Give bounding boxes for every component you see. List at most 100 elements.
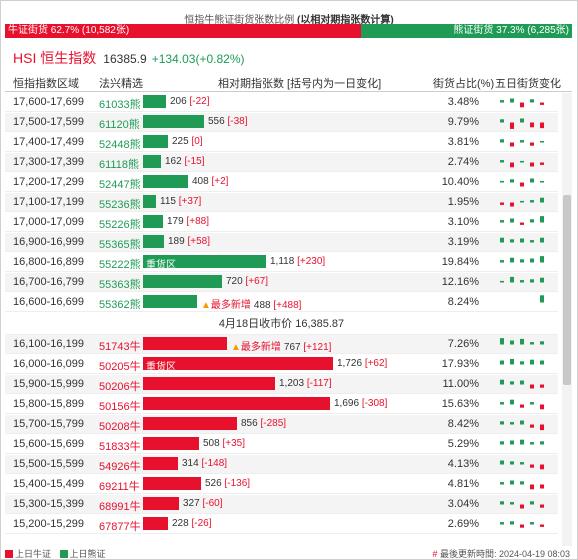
warrant-code-link[interactable]: 55222熊 (99, 259, 141, 271)
sparkline-bar (520, 361, 524, 365)
warrant-code-link[interactable]: 51833牛 (99, 441, 141, 453)
sparkline-bar (510, 142, 514, 147)
warrant-code-link[interactable]: 69211牛 (99, 481, 140, 493)
five-day-trend-sparkline (500, 399, 544, 410)
five-day-trend-sparkline (500, 460, 544, 470)
table-row[interactable]: 15,400-15,499 69211牛 526 [-136] 4.81% (5, 475, 558, 494)
sparkline-bar (520, 182, 524, 187)
sparkline-bar (520, 259, 524, 263)
table-row[interactable]: 15,600-15,699 51833牛 508 [+35] 5.29% (5, 435, 558, 454)
table-scrollbar[interactable] (562, 93, 572, 546)
contracts-value: 1,696 (334, 398, 360, 409)
table-row[interactable]: 16,100-16,199 51743牛 ▲最多新增 767 [+121] 7.26% (5, 335, 558, 354)
table-row[interactable]: 15,900-15,999 50206牛 1,203 [-117] 11.00% (5, 375, 558, 394)
contracts-daily-change: [+230] (297, 256, 326, 267)
table-row[interactable]: 15,200-15,299 67877牛 228 [-26] 2.69% (5, 515, 558, 534)
outstanding-share-pct: 5.29% (447, 438, 479, 450)
sparkline-bar (500, 100, 504, 103)
sparkline-bar (510, 98, 514, 103)
warrant-code-link[interactable]: 50208牛 (99, 421, 141, 433)
sparkline-bar (520, 420, 524, 425)
warrant-code-link[interactable]: 55363熊 (99, 279, 141, 291)
sparkline-bar (500, 260, 504, 263)
table-row[interactable]: 15,300-15,399 68991牛 327 [-60] 3.04% (5, 495, 558, 514)
warrant-code-link[interactable]: 50156牛 (99, 401, 141, 413)
five-day-trend-sparkline (500, 420, 544, 431)
five-day-trend-sparkline (500, 118, 544, 129)
bull-ratio-segment: 牛证街货 62.7% (10,582张) (5, 24, 361, 38)
bull-contracts-bar: 重货区 (143, 357, 333, 373)
sparkline-bar (510, 440, 514, 445)
cbbc-table-body[interactable]: 17,600-17,699 61033熊 206 [-22] 3.48% 17,500-… (5, 93, 558, 546)
five-day-trend-sparkline (500, 439, 544, 445)
sparkline-bar (540, 384, 544, 388)
index-name[interactable]: HSI 恒生指数 (13, 50, 97, 66)
warrant-code-link[interactable]: 54926牛 (99, 461, 141, 473)
warrant-code-link[interactable]: 50205牛 (99, 361, 141, 373)
five-day-trend-sparkline (500, 338, 544, 345)
warrant-code-link[interactable]: 55362熊 (99, 299, 141, 311)
table-row[interactable]: 17,500-17,599 61120熊 556 [-38] 9.79% (5, 113, 558, 132)
contracts-count: 856 [-285] (241, 418, 286, 429)
contracts-count: 206 [-22] (170, 96, 209, 107)
bull-contracts-bar (143, 497, 179, 510)
table-row[interactable]: 16,800-16,899 55222熊 重货区 1,118 [+230] 19.84% (5, 253, 558, 272)
table-row[interactable]: 17,200-17,299 52447熊 408 [+2] 10.40% (5, 173, 558, 192)
sparkline-bar (520, 380, 524, 385)
contracts-daily-change: [-148] (201, 458, 228, 469)
contracts-value: 508 (203, 438, 220, 449)
table-row[interactable]: 17,400-17,499 52448熊 225 [0] 3.81% (5, 133, 558, 152)
warrant-code-link[interactable]: 55226熊 (99, 219, 141, 231)
table-row[interactable]: 17,300-17,399 61118熊 162 [-15] 2.74% (5, 153, 558, 172)
price-range: 16,000-16,099 (13, 358, 84, 370)
triangle-up-icon: ▲ (201, 300, 211, 311)
table-row[interactable]: 16,600-16,699 55362熊 ▲最多新增 488 [+488] 8.24% (5, 293, 558, 312)
warrant-code-link[interactable]: 55365熊 (99, 239, 141, 251)
contracts-daily-change: [+67] (245, 276, 268, 287)
price-range: 16,700-16,799 (13, 276, 84, 288)
contracts-daily-change: [+88] (186, 216, 209, 227)
table-row[interactable]: 16,000-16,099 50205牛 重货区 1,726 [+62] 17.93% (5, 355, 558, 374)
contracts-value: 488 (253, 300, 271, 311)
table-row[interactable]: 16,700-16,799 55363熊 720 [+67] 12.16% (5, 273, 558, 292)
sparkline-bar (540, 277, 544, 283)
contracts-count: 327 [-60] (183, 498, 222, 509)
sparkline-bar (510, 202, 514, 207)
table-row[interactable]: 15,700-15,799 50208牛 856 [-285] 8.42% (5, 415, 558, 434)
warrant-code-link[interactable]: 61033熊 (99, 99, 141, 111)
bear-ratio-label: 熊证街货 (453, 25, 494, 36)
sparkline-bar (500, 139, 504, 143)
warrant-code-link[interactable]: 61120熊 (99, 119, 140, 131)
sparkline-bar (530, 342, 534, 345)
table-row[interactable]: 15,500-15,599 54926牛 314 [-148] 4.13% (5, 455, 558, 474)
sparkline-bar (540, 102, 544, 105)
warrant-code-link[interactable]: 52447熊 (99, 179, 141, 191)
column-header-pct: 街货占比(%) (433, 78, 495, 90)
price-range: 15,400-15,499 (13, 478, 84, 490)
sparkline-bar (500, 202, 504, 205)
most-new-tag: ▲最多新增 (231, 342, 281, 353)
bear-contracts-bar (143, 155, 161, 168)
contracts-value: 526 (205, 478, 222, 489)
contracts-daily-change: [-136] (224, 478, 251, 489)
table-row[interactable]: 15,800-15,899 50156牛 1,696 [-308] 15.63% (5, 395, 558, 414)
table-row[interactable]: 17,600-17,699 61033熊 206 [-22] 3.48% (5, 93, 558, 112)
warrant-code-link[interactable]: 61118熊 (99, 159, 139, 171)
warrant-code-link[interactable]: 67877牛 (99, 521, 141, 533)
scrollbar-thumb[interactable] (563, 195, 571, 385)
contracts-daily-change: [-60] (202, 498, 223, 509)
warrant-code-link[interactable]: 52448熊 (99, 139, 141, 151)
sparkline-bar (520, 140, 524, 143)
warrant-code-link[interactable]: 55236熊 (99, 199, 141, 211)
table-row[interactable]: 17,100-17,199 55236熊 115 [+37] 1.95% (5, 193, 558, 212)
table-row[interactable]: 16,900-16,999 55365熊 189 [+58] 3.19% (5, 233, 558, 252)
warrant-code-link[interactable]: 51743牛 (99, 341, 141, 353)
bear-contracts-bar (143, 195, 156, 208)
warrant-code-link[interactable]: 68991牛 (99, 501, 141, 513)
bull-bear-ratio-bar: 牛证街货 62.7% (10,582张) 熊证街货 37.3% (6,285张) (5, 24, 572, 38)
outstanding-share-pct: 15.63% (441, 398, 479, 410)
price-range: 17,300-17,399 (13, 156, 84, 168)
warrant-code-link[interactable]: 50206牛 (99, 381, 141, 393)
sparkline-bar (510, 381, 514, 385)
table-row[interactable]: 17,000-17,099 55226熊 179 [+88] 3.10% (5, 213, 558, 232)
